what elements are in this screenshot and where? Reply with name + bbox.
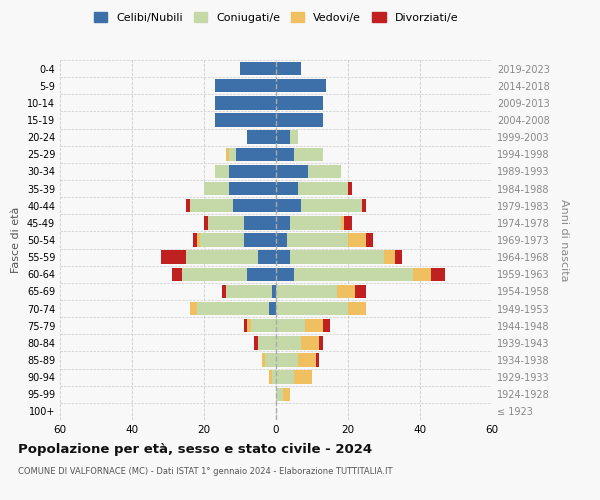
Bar bbox=[265, 354, 276, 366]
Bar bbox=[276, 336, 301, 349]
Bar bbox=[262, 354, 265, 366]
Bar bbox=[226, 148, 229, 161]
Bar bbox=[208, 216, 244, 230]
Bar bbox=[276, 148, 294, 161]
Bar bbox=[305, 319, 323, 332]
Bar bbox=[276, 130, 290, 144]
Bar bbox=[251, 319, 276, 332]
Bar bbox=[276, 182, 298, 196]
Bar bbox=[319, 336, 323, 349]
Bar bbox=[258, 250, 276, 264]
Bar bbox=[193, 234, 197, 246]
Bar bbox=[366, 234, 373, 246]
Bar bbox=[244, 234, 276, 246]
Bar bbox=[276, 388, 283, 401]
Bar bbox=[344, 216, 352, 230]
Bar bbox=[276, 62, 301, 76]
Bar bbox=[222, 284, 226, 298]
Bar bbox=[276, 114, 323, 126]
Bar bbox=[301, 336, 319, 349]
Bar bbox=[276, 96, 323, 110]
Bar bbox=[276, 268, 294, 281]
Bar bbox=[276, 302, 348, 316]
Bar bbox=[244, 216, 276, 230]
Bar bbox=[355, 284, 366, 298]
Bar bbox=[283, 388, 290, 401]
Bar bbox=[276, 354, 298, 366]
Bar bbox=[197, 302, 269, 316]
Bar bbox=[215, 79, 276, 92]
Bar bbox=[186, 250, 258, 264]
Y-axis label: Fasce di età: Fasce di età bbox=[11, 207, 21, 273]
Bar bbox=[215, 96, 276, 110]
Bar bbox=[431, 268, 445, 281]
Bar bbox=[323, 319, 330, 332]
Bar bbox=[298, 182, 348, 196]
Bar bbox=[233, 199, 276, 212]
Bar bbox=[200, 234, 244, 246]
Y-axis label: Anni di nascita: Anni di nascita bbox=[559, 198, 569, 281]
Bar bbox=[308, 164, 341, 178]
Bar bbox=[337, 284, 355, 298]
Bar bbox=[276, 199, 301, 212]
Bar bbox=[190, 199, 233, 212]
Bar bbox=[290, 216, 341, 230]
Bar bbox=[236, 148, 276, 161]
Bar bbox=[276, 164, 308, 178]
Bar bbox=[240, 62, 276, 76]
Bar bbox=[254, 336, 258, 349]
Bar bbox=[316, 354, 319, 366]
Bar bbox=[348, 302, 366, 316]
Bar bbox=[226, 284, 272, 298]
Bar bbox=[229, 182, 276, 196]
Bar bbox=[182, 268, 247, 281]
Bar bbox=[395, 250, 402, 264]
Bar bbox=[301, 199, 362, 212]
Bar bbox=[341, 216, 344, 230]
Bar bbox=[197, 234, 200, 246]
Bar bbox=[186, 199, 190, 212]
Bar bbox=[215, 164, 229, 178]
Bar bbox=[272, 284, 276, 298]
Bar bbox=[287, 234, 348, 246]
Bar bbox=[247, 319, 251, 332]
Bar bbox=[294, 268, 413, 281]
Bar bbox=[294, 370, 312, 384]
Bar bbox=[204, 216, 208, 230]
Bar bbox=[276, 216, 290, 230]
Bar bbox=[276, 284, 337, 298]
Bar bbox=[204, 182, 229, 196]
Bar bbox=[362, 199, 366, 212]
Bar bbox=[384, 250, 395, 264]
Bar bbox=[276, 370, 294, 384]
Bar bbox=[161, 250, 186, 264]
Bar bbox=[269, 370, 272, 384]
Text: Popolazione per età, sesso e stato civile - 2024: Popolazione per età, sesso e stato civil… bbox=[18, 442, 372, 456]
Bar bbox=[294, 148, 323, 161]
Bar bbox=[229, 148, 236, 161]
Bar bbox=[276, 250, 290, 264]
Bar bbox=[215, 114, 276, 126]
Bar bbox=[247, 268, 276, 281]
Bar bbox=[229, 164, 276, 178]
Text: COMUNE DI VALFORNACE (MC) - Dati ISTAT 1° gennaio 2024 - Elaborazione TUTTITALIA: COMUNE DI VALFORNACE (MC) - Dati ISTAT 1… bbox=[18, 468, 392, 476]
Bar bbox=[272, 370, 276, 384]
Bar bbox=[413, 268, 431, 281]
Bar bbox=[190, 302, 197, 316]
Bar bbox=[298, 354, 316, 366]
Bar bbox=[172, 268, 182, 281]
Bar bbox=[247, 130, 276, 144]
Bar bbox=[348, 182, 352, 196]
Bar bbox=[269, 302, 276, 316]
Bar bbox=[244, 319, 247, 332]
Bar bbox=[258, 336, 276, 349]
Bar bbox=[290, 130, 298, 144]
Bar bbox=[348, 234, 366, 246]
Bar bbox=[276, 319, 305, 332]
Legend: Celibi/Nubili, Coniugati/e, Vedovi/e, Divorziati/e: Celibi/Nubili, Coniugati/e, Vedovi/e, Di… bbox=[89, 8, 463, 28]
Bar bbox=[290, 250, 384, 264]
Bar bbox=[276, 234, 287, 246]
Bar bbox=[276, 79, 326, 92]
